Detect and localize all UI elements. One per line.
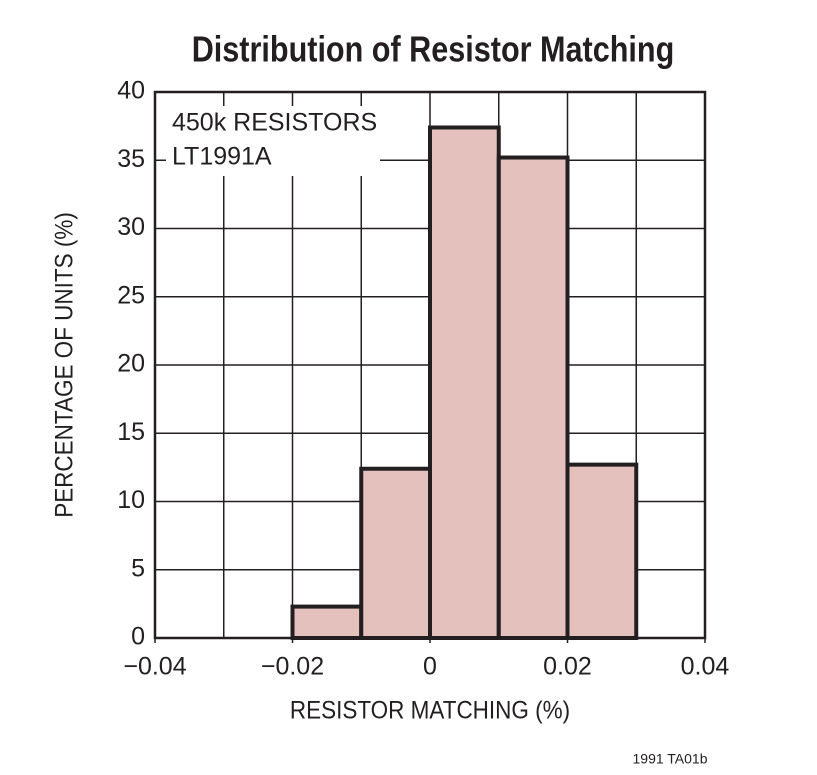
y-tick-label: 15 <box>117 418 145 446</box>
y-tick-label: 20 <box>117 350 145 378</box>
y-tick-label: 35 <box>117 145 145 173</box>
y-tick-label: 10 <box>117 486 145 514</box>
y-tick-label: 5 <box>131 554 145 582</box>
annotation-text: 450k RESISTORS <box>172 109 377 137</box>
footnote: 1991 TA01b <box>633 751 708 767</box>
histogram-bar <box>496 155 570 641</box>
x-tick-label: 0.04 <box>681 653 730 681</box>
x-axis-label: RESISTOR MATCHING (%) <box>290 697 570 725</box>
x-tick-label: −0.02 <box>261 653 324 681</box>
x-tick-label: −0.04 <box>123 653 186 681</box>
histogram-bar <box>428 125 501 641</box>
y-axis-label: PERCENTAGE OF UNITS (%) <box>51 212 79 518</box>
histogram-bar <box>359 466 432 640</box>
annotation-text: LT1991A <box>172 143 272 171</box>
x-tick-label: 0 <box>423 653 437 681</box>
annotation: 450k RESISTORS LT1991A <box>166 106 380 176</box>
histogram-bar <box>565 462 639 640</box>
y-tick-label: 25 <box>117 281 145 309</box>
plot-frame <box>153 90 707 640</box>
y-tick-label: 30 <box>117 213 145 241</box>
annotation-background <box>166 106 380 176</box>
histogram-bar <box>290 604 364 640</box>
y-tick-label: 40 <box>117 77 145 105</box>
y-tick-label: 0 <box>131 623 145 651</box>
chart-title: Distribution of Resistor Matching <box>192 30 675 70</box>
x-tick-label: 0.02 <box>543 653 592 681</box>
